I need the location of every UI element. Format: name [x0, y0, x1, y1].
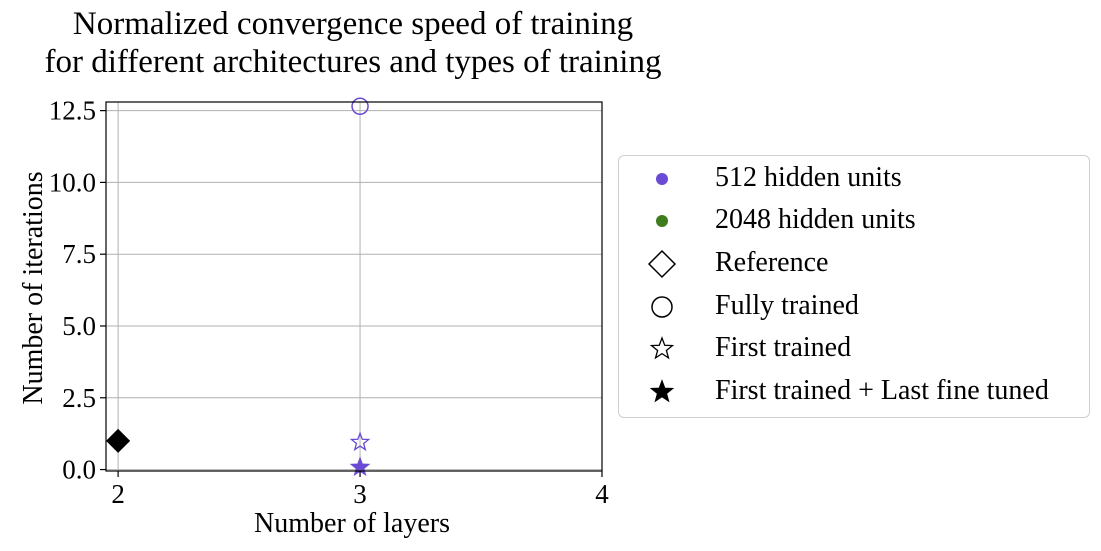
chart-title-line-2: for different architectures and types of…: [44, 44, 662, 80]
legend-star: [649, 336, 675, 360]
legend-item: Fully trained: [619, 286, 1089, 328]
data-point-circle-1: [351, 97, 369, 116]
x-axis-label: Number of layers: [254, 508, 450, 539]
legend: 512 hidden units 2048 hidden units Referen…: [618, 155, 1090, 418]
y-tick-label: 5.0: [62, 311, 96, 341]
legend-marker-star-filled: [649, 379, 675, 403]
x-tick-label: 4: [595, 479, 609, 509]
legend-item: First trained: [619, 328, 1089, 370]
legend-item: 512 hidden units: [619, 158, 1089, 200]
legend-label: First trained: [715, 332, 852, 363]
data-points: [106, 97, 371, 477]
axes-frame: [105, 101, 603, 472]
legend-marker-star-open: [649, 336, 675, 360]
x-tick-label: 2: [111, 479, 125, 509]
legend-star-filled: [649, 379, 675, 403]
y-tick-label: 10.0: [49, 167, 96, 197]
ticks: 2 3 4 0.0 2.5 5.0 7.5 10.0 12.5: [49, 96, 610, 509]
legend-label: 512 hidden units: [715, 162, 902, 193]
data-point-diamond-0: [106, 428, 131, 453]
legend-label: First trained + Last fine tuned: [715, 375, 1049, 406]
legend-label: Fully trained: [715, 290, 859, 321]
legend-circle: [651, 296, 673, 318]
y-tick-label: 7.5: [62, 239, 96, 269]
data-point-star-2: [349, 431, 371, 452]
plot-area: [106, 102, 602, 471]
legend-marker-circle-open: [651, 296, 673, 318]
y-axis-label: Number of iterations: [18, 171, 49, 405]
x-tick-label: 3: [353, 479, 367, 509]
legend-dot: [656, 215, 668, 227]
legend-dot: [656, 173, 668, 185]
y-tick-label: 12.5: [49, 96, 96, 126]
legend-item: Reference: [619, 243, 1089, 285]
legend-item: 2048 hidden units: [619, 200, 1089, 242]
legend-diamond: [647, 249, 677, 279]
legend-marker-diamond-open: [647, 249, 677, 279]
chart-title-line-1: Normalized convergence speed of training: [72, 6, 634, 42]
legend-label: 2048 hidden units: [715, 204, 916, 235]
legend-marker-dot: [656, 215, 668, 227]
legend-marker-dot: [656, 173, 668, 185]
legend-label: Reference: [715, 247, 829, 278]
y-tick-label: 0.0: [62, 455, 96, 485]
legend-item: First trained + Last fine tuned: [619, 371, 1089, 413]
y-tick-label: 2.5: [62, 383, 96, 413]
